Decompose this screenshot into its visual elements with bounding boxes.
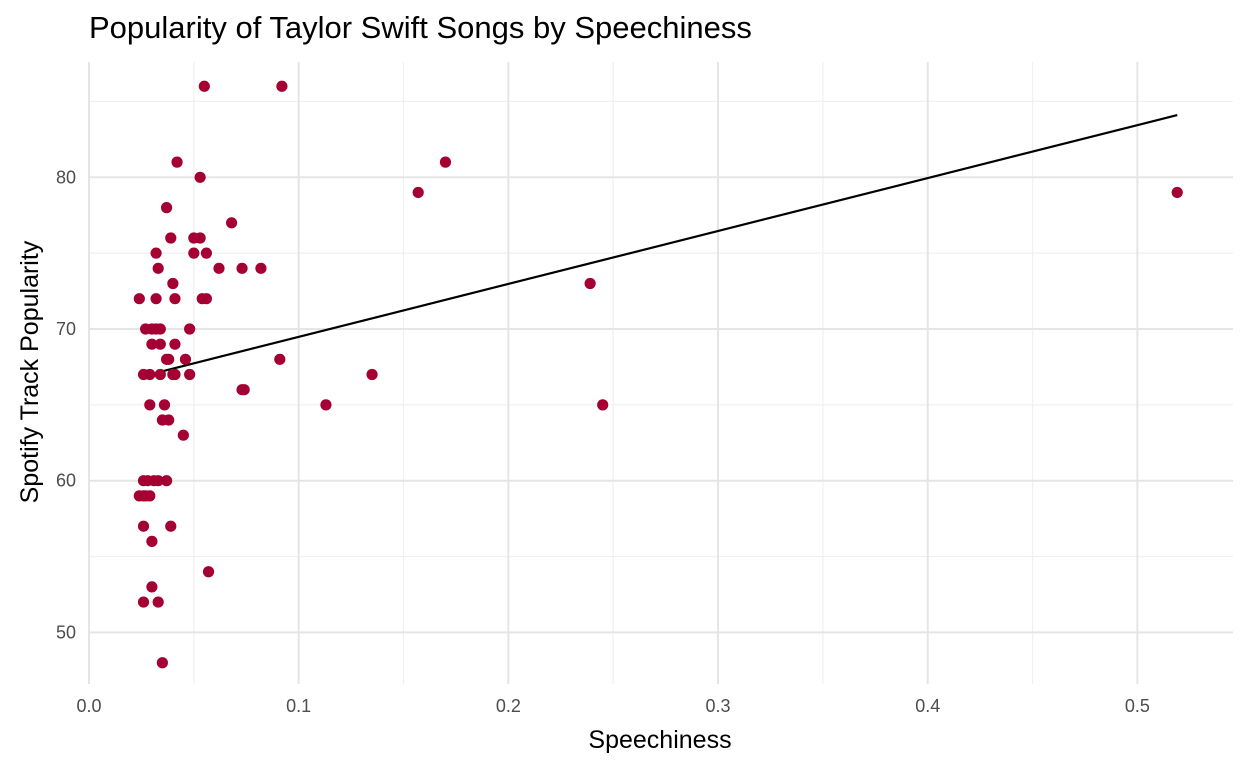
y-tick-label: 60: [56, 471, 76, 491]
x-tick-label: 0.4: [915, 696, 940, 716]
data-point: [154, 323, 166, 335]
data-point: [366, 368, 378, 381]
data-point: [144, 490, 156, 502]
y-tick-label: 50: [56, 622, 76, 642]
trend-line: [143, 114, 1178, 378]
trend-line-layer: [143, 114, 1178, 378]
x-tick-label: 0.0: [76, 696, 101, 716]
data-point: [274, 353, 286, 365]
x-axis-title: Speechiness: [588, 726, 731, 754]
data-point: [188, 247, 200, 259]
data-point: [152, 262, 164, 274]
data-point: [150, 247, 162, 259]
y-tick-label: 80: [56, 167, 76, 187]
data-point: [225, 217, 238, 229]
data-point: [152, 475, 164, 487]
y-axis-title: Spotify Track Popularity: [16, 240, 44, 503]
data-point: [276, 80, 288, 92]
data-point: [165, 520, 177, 532]
y-tick-label: 70: [56, 319, 76, 339]
data-point: [200, 293, 213, 305]
data-point: [165, 232, 177, 244]
data-point: [238, 384, 250, 396]
data-point: [154, 368, 166, 381]
data-point: [163, 353, 175, 365]
data-point: [255, 262, 267, 274]
data-point: [144, 368, 156, 381]
data-point: [137, 596, 150, 608]
data-point: [177, 429, 189, 441]
data-point: [169, 293, 181, 305]
grid: [88, 62, 1233, 684]
data-point: [171, 156, 183, 168]
data-point: [156, 657, 168, 669]
data-points: [133, 80, 1183, 669]
data-point: [163, 414, 175, 426]
data-point: [320, 399, 332, 411]
y-axis-ticks: 50 60 70 80: [56, 167, 76, 642]
data-point: [213, 262, 225, 274]
data-point: [169, 368, 181, 381]
data-point: [137, 520, 150, 532]
x-tick-label: 0.1: [286, 696, 311, 716]
data-point: [184, 368, 196, 381]
data-point: [158, 399, 171, 411]
data-point: [152, 596, 164, 608]
data-point: [1171, 186, 1183, 199]
chart-title: Popularity of Taylor Swift Songs by Spee…: [89, 10, 752, 45]
data-point: [584, 277, 596, 290]
data-point: [412, 186, 424, 199]
data-point: [198, 80, 210, 92]
data-point: [146, 535, 158, 547]
data-point: [179, 353, 192, 365]
data-point: [597, 399, 609, 411]
data-point: [236, 262, 248, 274]
data-point: [202, 566, 215, 578]
x-tick-label: 0.3: [706, 696, 731, 716]
x-tick-label: 0.5: [1125, 696, 1150, 716]
data-point: [167, 277, 179, 290]
data-point: [154, 338, 166, 350]
data-point: [150, 293, 162, 305]
data-point: [194, 232, 206, 244]
data-point: [146, 338, 158, 350]
data-point: [160, 202, 173, 214]
x-tick-label: 0.2: [496, 696, 521, 716]
data-point: [144, 399, 156, 411]
x-axis-ticks: 0.0 0.1 0.2 0.3 0.4 0.5: [76, 696, 1149, 716]
data-point: [184, 323, 196, 335]
data-point: [169, 338, 181, 350]
data-point: [194, 171, 206, 183]
data-point: [439, 156, 452, 168]
data-point: [146, 581, 158, 593]
data-point: [133, 293, 145, 305]
data-point: [200, 247, 213, 259]
data-point: [160, 475, 173, 487]
